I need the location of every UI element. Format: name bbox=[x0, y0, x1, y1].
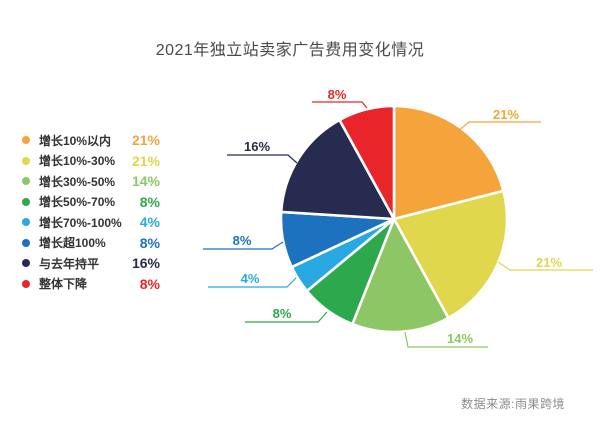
legend-value: 21% bbox=[131, 152, 160, 169]
legend-bullet-icon bbox=[22, 279, 30, 288]
pie-slice bbox=[351, 217, 450, 334]
legend-value: 8% bbox=[139, 234, 160, 251]
data-source: 数据来源:雨果跨境 bbox=[461, 397, 565, 411]
legend-item: 增长10%-30% 21% bbox=[22, 151, 160, 172]
legend-label: 增长50%-70% bbox=[39, 195, 116, 210]
legend-item: 增长10%以内 21% bbox=[22, 130, 160, 151]
legend-label: 增长10%以内 bbox=[39, 133, 112, 148]
legend-item: 与去年持平 16% bbox=[22, 253, 160, 274]
pie-label-line bbox=[227, 154, 298, 164]
legend-item: 整体下降 8% bbox=[22, 274, 160, 295]
legend-bullet-icon bbox=[22, 197, 30, 206]
legend-label: 整体下降 bbox=[39, 277, 88, 292]
pie-chart-svg: 21% 21% 14% 8% 4% 8% 16% 8% bbox=[203, 87, 593, 348]
pie-label-line bbox=[497, 261, 593, 271]
pie-slice-label: 8% bbox=[328, 87, 347, 102]
legend-label: 增长超100% bbox=[39, 236, 106, 251]
pie-slice-label: 14% bbox=[447, 331, 473, 346]
legend-bullet-icon bbox=[22, 136, 30, 145]
pie-label-line bbox=[404, 331, 488, 348]
pie-slice-label: 16% bbox=[244, 139, 270, 154]
pie-slice-label: 8% bbox=[273, 306, 292, 321]
legend-bullet-icon bbox=[22, 218, 30, 227]
legend-item: 增长超100% 8% bbox=[22, 233, 160, 254]
pie-slice bbox=[392, 104, 505, 221]
pie-label-line bbox=[245, 311, 328, 323]
legend-bullet-icon bbox=[22, 259, 30, 268]
pie-label-line bbox=[457, 121, 541, 132]
legend-value: 14% bbox=[131, 173, 160, 190]
pie-label-line bbox=[208, 277, 297, 288]
pie-label-line bbox=[312, 101, 368, 109]
legend-label: 增长30%-50% bbox=[39, 174, 116, 189]
legend-value: 4% bbox=[139, 214, 160, 231]
legend-bullet-icon bbox=[22, 177, 30, 186]
pie-slice bbox=[279, 118, 396, 221]
legend-value: 8% bbox=[139, 193, 160, 210]
legend-item: 增长30%-50% 14% bbox=[22, 171, 160, 192]
legend-label: 增长70%-100% bbox=[39, 215, 122, 230]
legend-value: 21% bbox=[131, 132, 160, 149]
chart-title: 2021年独立站卖家广告费用变化情况 bbox=[155, 42, 425, 59]
pie-slice bbox=[338, 104, 396, 221]
legend-item: 增长50%-70% 8% bbox=[22, 192, 160, 213]
pie-chart: 21% 21% 14% 8% 4% 8% 16% 8% bbox=[190, 78, 603, 370]
legend-value: 8% bbox=[139, 275, 160, 292]
pie-slice-label: 4% bbox=[241, 271, 260, 286]
pie-slice-label: 21% bbox=[536, 255, 562, 270]
legend-item: 增长70%-100% 4% bbox=[22, 212, 160, 233]
pie-slice bbox=[392, 189, 509, 320]
legend-bullet-icon bbox=[22, 156, 30, 165]
pie-slice-label: 21% bbox=[493, 107, 519, 122]
legend-label: 增长10%-30% bbox=[39, 154, 116, 169]
pie-label-line bbox=[203, 241, 284, 250]
pie-slice-label: 8% bbox=[233, 233, 252, 248]
legend-value: 16% bbox=[131, 255, 160, 272]
legend-label: 与去年持平 bbox=[39, 256, 100, 271]
legend: 增长10%以内 21% 增长10%-30% 21% 增长30%-50% 14% 增长50%-… bbox=[22, 130, 160, 294]
legend-bullet-icon bbox=[22, 238, 30, 247]
